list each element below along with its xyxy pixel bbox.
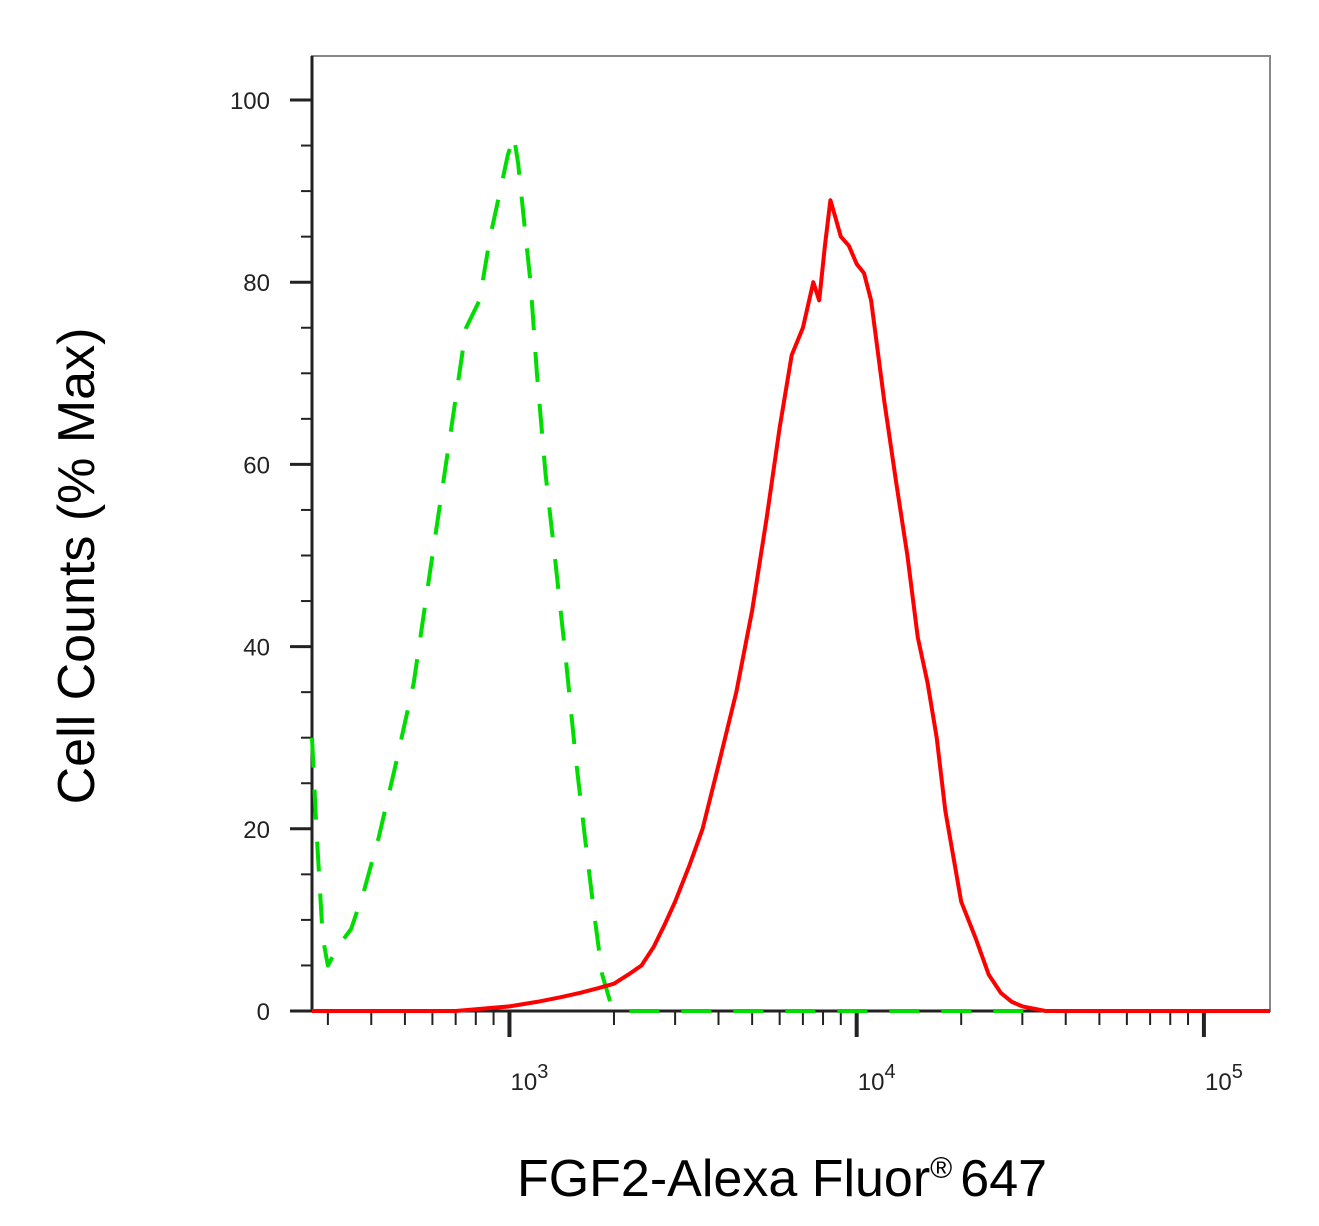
x-tick-label-exponent: 3 (537, 1061, 548, 1083)
sample-histogram-line (312, 198, 1270, 1013)
y-tick-label: 40 (243, 635, 270, 662)
x-tick-label-exponent: 4 (884, 1061, 895, 1083)
x-axis-title-main: FGF2-Alexa Fluor (517, 1150, 930, 1208)
y-tick-label: 0 (257, 999, 270, 1026)
y-tick-label: 20 (243, 817, 270, 844)
series-layer (310, 134, 1270, 1013)
y-tick-label: 80 (243, 270, 270, 297)
x-tick-label-exponent: 5 (1232, 1061, 1243, 1083)
control-histogram-line (310, 134, 1270, 1013)
x-axis-title-suffix: 647 (960, 1150, 1047, 1208)
x-tick-label: 103 (511, 1061, 549, 1096)
y-axis-ticks: 0 20 40 60 80 100 (230, 88, 312, 1026)
x-axis-ticks: 103 104 105 (326, 1011, 1243, 1096)
x-tick-label-base: 10 (858, 1069, 885, 1096)
y-axis-title: Cell Counts (% Max) (48, 328, 106, 805)
x-tick-label-base: 10 (1205, 1069, 1232, 1096)
y-tick-label: 100 (230, 88, 270, 115)
plot-frame (311, 55, 1271, 1012)
y-tick-label: 60 (243, 452, 270, 479)
x-tick-label-base: 10 (511, 1069, 538, 1096)
x-tick-label: 105 (1205, 1061, 1243, 1096)
x-tick-label: 104 (858, 1061, 896, 1096)
x-axis-title-registered-mark: ® (930, 1152, 952, 1185)
x-axis-title: FGF2-Alexa Fluor® 647 (517, 1150, 1047, 1208)
